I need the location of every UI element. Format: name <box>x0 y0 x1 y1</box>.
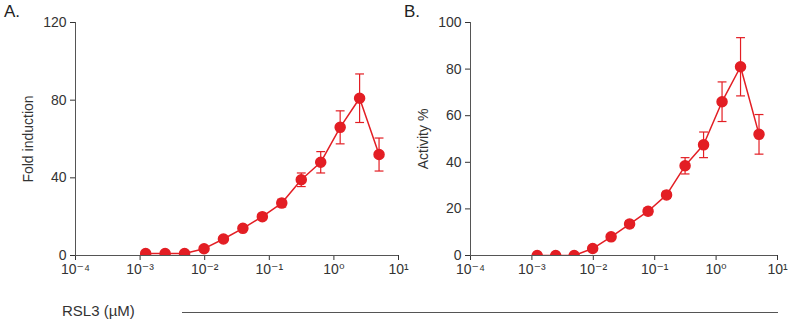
svg-text:80: 80 <box>51 92 67 108</box>
svg-text:10⁻⁴: 10⁻⁴ <box>456 261 485 277</box>
svg-text:10⁻⁴: 10⁻⁴ <box>61 261 90 277</box>
svg-text:10⁰: 10⁰ <box>323 261 345 277</box>
svg-text:20: 20 <box>446 200 462 216</box>
html-text:B.: B. <box>404 2 421 21</box>
svg-text:40: 40 <box>51 169 67 185</box>
svg-text:10⁻¹: 10⁻¹ <box>641 261 669 277</box>
svg-text:Activity %: Activity % <box>415 109 431 170</box>
html-text:A.: A. <box>4 2 21 21</box>
svg-text:80: 80 <box>446 61 462 77</box>
svg-text:120: 120 <box>43 14 67 30</box>
svg-text:10¹: 10¹ <box>388 261 409 277</box>
svg-text:10⁻¹: 10⁻¹ <box>255 261 283 277</box>
svg-text:10⁻²: 10⁻² <box>579 261 607 277</box>
svg-text:40: 40 <box>446 154 462 170</box>
svg-text:0: 0 <box>58 247 67 263</box>
svg-text:10¹: 10¹ <box>767 261 788 277</box>
svg-text:10⁰: 10⁰ <box>706 261 728 277</box>
svg-text:60: 60 <box>446 107 462 123</box>
svg-text:Fold induction: Fold induction <box>20 95 36 182</box>
svg-text:10⁻³: 10⁻³ <box>518 261 546 277</box>
html-text:RSL3 (µM): RSL3 (µM) <box>62 302 135 319</box>
svg-text:10⁻²: 10⁻² <box>191 261 219 277</box>
svg-text:100: 100 <box>438 14 462 30</box>
svg-text:10⁻³: 10⁻³ <box>126 261 154 277</box>
svg-text:0: 0 <box>453 247 462 263</box>
